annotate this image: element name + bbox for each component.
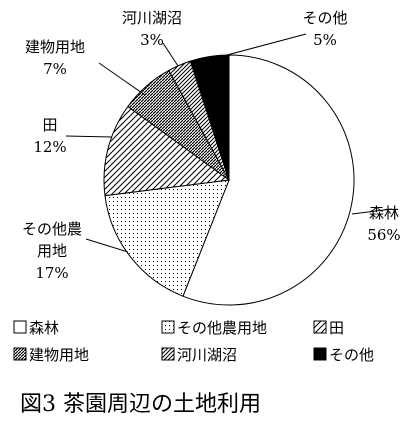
legend-swatch-building [13,347,27,361]
leader-lines [65,33,393,253]
legend-label-other: その他 [329,346,374,364]
legend-label-river-lake: 河川湖沼 [177,346,237,364]
leader-line-river-lake [162,42,179,67]
slice-labels: 森林 56% その他農用地 17% 田 12% 建物用地 7% 河川湖沼 3% その他 5% [22,9,401,282]
legend-label-forest: 森林 [29,319,59,337]
slice-label-other-agri: その他農用地 17% [22,220,82,282]
legend-label-paddy: 田 [329,319,344,337]
legend-swatch-paddy [313,320,327,334]
slice-label-other: その他 5% [302,9,347,49]
legend-swatch-river-lake [161,347,175,361]
legend-label-other-agri: その他農用地 [177,319,267,337]
slice-label-paddy: 田 12% [33,116,66,156]
legend-label-building: 建物用地 [29,346,89,364]
leader-line-paddy [65,135,113,138]
leader-line-other [211,33,307,60]
pie-slice-paddy [103,105,231,197]
chart-title: 図3 茶園周辺の土地利用 [20,392,261,417]
pie-slice-other-agri [104,179,230,297]
slice-label-river-lake: 河川湖沼 3% [122,9,182,49]
slice-label-forest: 森林 56% [367,204,400,244]
leader-line-other-agri [85,238,129,253]
pie-slices [103,54,355,306]
legend-swatch-other [313,347,327,361]
legend-swatch-other-agri [161,320,175,334]
slice-label-building: 建物用地 7% [25,38,85,78]
leader-line-forest [351,208,393,215]
legend-swatch-forest [13,320,27,334]
pie-slice-forest [182,54,355,306]
leader-line-building [98,62,146,96]
